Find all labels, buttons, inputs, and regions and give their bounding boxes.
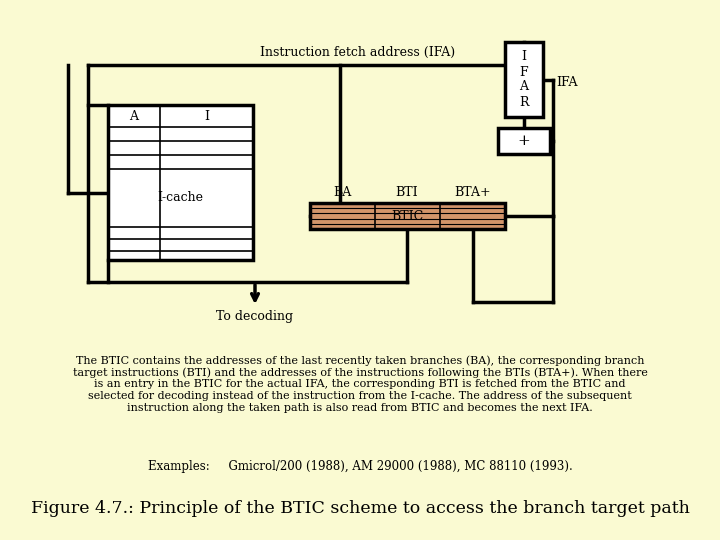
Text: I
F
A
R: I F A R (519, 51, 528, 109)
Text: A: A (130, 110, 138, 123)
Text: BTA+: BTA+ (455, 186, 491, 199)
Text: Figure 4.7.: Principle of the BTIC scheme to access the branch target path: Figure 4.7.: Principle of the BTIC schem… (30, 500, 690, 517)
Text: +: + (518, 134, 531, 148)
Text: BTIC: BTIC (392, 210, 423, 222)
Text: Examples:     Gmicrol/200 (1988), AM 29000 (1988), MC 88110 (1993).: Examples: Gmicrol/200 (1988), AM 29000 (… (148, 460, 572, 473)
Bar (310, 203, 505, 229)
Bar (505, 42, 543, 117)
Text: The BTIC contains the addresses of the last recently taken branches (BA), the co: The BTIC contains the addresses of the l… (73, 355, 647, 413)
Text: BTI: BTI (396, 186, 418, 199)
Text: I: I (204, 110, 210, 123)
Text: BA: BA (333, 186, 351, 199)
Text: Instruction fetch address (IFA): Instruction fetch address (IFA) (261, 45, 456, 58)
Text: I-cache: I-cache (158, 191, 204, 204)
Bar (498, 128, 550, 154)
Text: IFA: IFA (556, 76, 577, 89)
Bar (108, 105, 253, 260)
Text: To decoding: To decoding (217, 310, 294, 323)
